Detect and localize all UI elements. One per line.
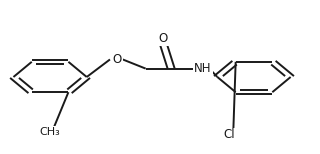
Text: O: O [159,32,168,45]
Text: CH₃: CH₃ [40,127,60,137]
Text: NH: NH [194,62,212,75]
Text: Cl: Cl [224,128,235,142]
Text: O: O [112,53,122,66]
